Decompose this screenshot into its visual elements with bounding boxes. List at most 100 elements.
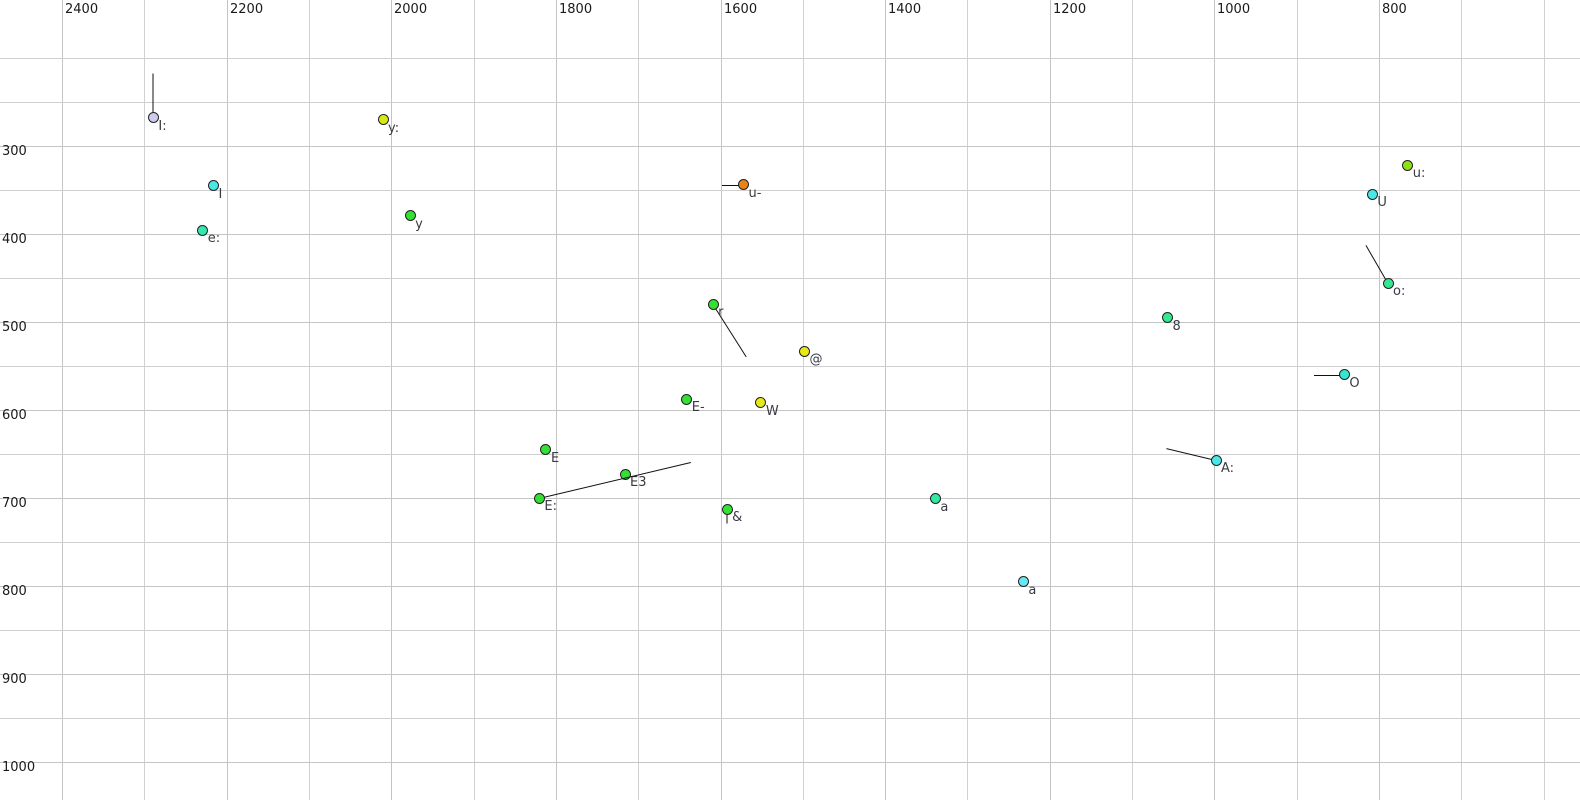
gridline-y-minor [0,454,1580,455]
gridline-y-major [0,146,1580,147]
data-point[interactable] [1017,576,1029,588]
data-point-label: E3 [630,475,647,491]
data-point-label: y [415,216,423,232]
gridline-x-minor [1544,0,1545,800]
x-axis-tick-label: 2200 [230,2,264,17]
data-point[interactable] [681,393,693,405]
data-point-label: & [732,510,743,526]
y-axis-tick-label: 300 [2,144,27,159]
gridline-y-minor [0,190,1580,191]
gridline-y-major [0,498,1580,499]
x-axis-tick-label: 1200 [1053,2,1087,17]
data-point-label: y: [388,120,400,136]
data-point-label: W [765,403,779,419]
data-point-label: E [550,450,560,466]
data-point[interactable] [533,492,545,504]
data-point-label: a [940,499,949,515]
data-point[interactable] [1338,369,1350,381]
gridline-x-minor [967,0,968,800]
data-point-label: I [218,186,223,202]
data-point[interactable] [540,444,552,456]
gridline-y-major [0,410,1580,411]
gridline-y-minor [0,102,1580,103]
data-point[interactable] [1402,159,1414,171]
data-point[interactable] [1210,454,1222,466]
data-point-label: u- [748,185,762,201]
data-point-label: I: [158,118,167,134]
gridline-y-major [0,322,1580,323]
gridline-y-minor [0,718,1580,719]
x-axis-tick-label: 1800 [559,2,593,17]
y-axis-tick-label: 800 [2,584,27,599]
data-point[interactable] [147,112,159,124]
data-point[interactable] [707,298,719,310]
gridline-y-minor [0,542,1580,543]
x-axis-tick-label: 2400 [65,2,99,17]
data-point-label: e: [207,231,221,247]
gridline-x-major [227,0,228,800]
data-point[interactable] [929,493,941,505]
y-axis-tick-label: 700 [2,496,27,511]
y-axis-tick-label: 600 [2,408,27,423]
y-axis-tick-label: 900 [2,672,27,687]
gridline-x-major [62,0,63,800]
x-axis-tick-label: 1400 [888,2,922,17]
gridline-x-minor [1132,0,1133,800]
gridline-x-minor [1297,0,1298,800]
gridline-x-major [1214,0,1215,800]
gridline-y-major [0,234,1580,235]
data-point-label: u: [1412,166,1426,182]
data-point-label: 8 [1172,318,1181,334]
gridline-y-minor [0,58,1580,59]
gridline-y-minor [0,366,1580,367]
data-point-label: r [718,305,724,321]
data-point[interactable] [377,114,389,126]
data-point[interactable] [619,468,631,480]
data-point[interactable] [1366,188,1378,200]
data-point-label: a [1028,582,1037,598]
gridline-x-major [1050,0,1051,800]
data-point[interactable] [1161,312,1173,324]
gridline-y-minor [0,278,1580,279]
y-axis-tick-label: 1000 [2,760,36,775]
data-point-label: A: [1221,461,1235,477]
x-axis-tick-label: 1600 [724,2,758,17]
gridline-x-minor [638,0,639,800]
gridline-x-major [556,0,557,800]
gridline-x-minor [474,0,475,800]
gridline-x-minor [1461,0,1462,800]
data-point[interactable] [798,345,810,357]
gridline-y-major [0,586,1580,587]
x-axis-tick-label: 2000 [394,2,428,17]
gridline-x-major [885,0,886,800]
x-axis-tick-label: 1000 [1217,2,1251,17]
gridline-y-major [0,674,1580,675]
data-point-label: U [1377,195,1387,211]
gridline-y-major [0,762,1580,763]
data-point[interactable] [755,397,767,409]
gridline-x-major [391,0,392,800]
data-point-label: O [1349,375,1360,391]
data-point[interactable] [197,224,209,236]
x-axis-tick-label: 800 [1382,2,1407,17]
gridline-x-minor [803,0,804,800]
gridline-x-major [1379,0,1380,800]
data-point-label: E: [544,499,557,514]
data-point-label: E- [691,400,705,416]
data-point[interactable] [738,179,750,191]
gridline-x-major [721,0,722,800]
y-axis-tick-label: 400 [2,232,27,247]
data-point-label: o: [1393,284,1406,300]
data-point-label: @ [809,352,823,368]
y-axis-tick-label: 500 [2,320,27,335]
gridline-x-minor [309,0,310,800]
data-point[interactable] [207,180,219,192]
gridline-y-minor [0,630,1580,631]
data-point[interactable] [404,210,416,222]
data-point[interactable] [1382,277,1394,289]
data-point[interactable] [721,503,733,515]
